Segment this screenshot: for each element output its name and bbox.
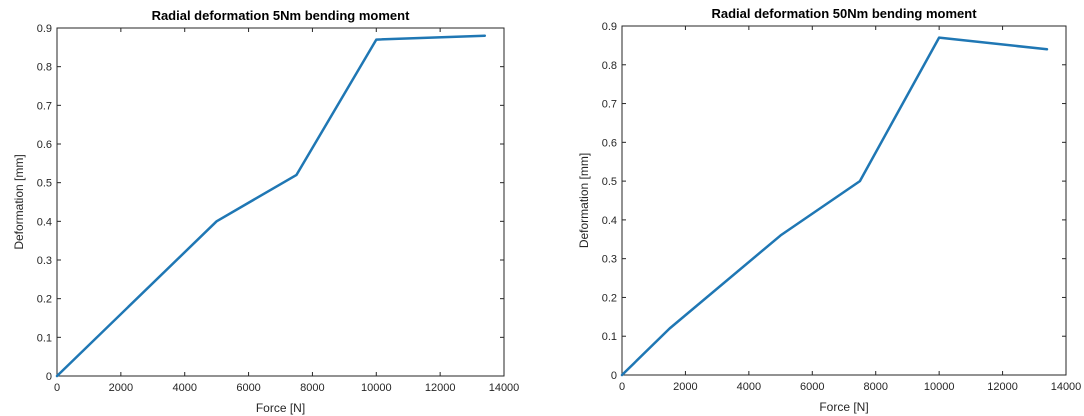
y-tick-label: 0.5 <box>602 176 617 188</box>
chart-left-svg: Radial deformation 5Nm bending moment 0 20… <box>12 8 520 415</box>
y-tick-label: 0.5 <box>37 178 52 190</box>
axes-box <box>621 25 1067 376</box>
y-tick-label: 0.2 <box>37 294 52 306</box>
y-tick-label: 0.3 <box>602 254 617 266</box>
x-tick-label: 2000 <box>673 381 697 393</box>
axes-box <box>56 27 505 377</box>
y-tick-label: 0.1 <box>37 332 52 344</box>
x-tick-label: 0 <box>619 381 625 393</box>
x-tick-label: 0 <box>54 382 60 394</box>
x-tick-label: 6000 <box>800 381 824 393</box>
x-tick-label: 6000 <box>236 382 260 394</box>
chart-title: Radial deformation 50Nm bending moment <box>711 6 977 21</box>
y-tick-label: 0.9 <box>37 23 52 35</box>
y-tick-label: 0.8 <box>602 60 617 72</box>
chart-right: Radial deformation 50Nm bending moment 0 2… <box>566 0 1084 416</box>
x-tick-label: 4000 <box>737 381 761 393</box>
y-tick-label: 0.7 <box>37 100 52 112</box>
x-tick-label: 14000 <box>1051 381 1082 393</box>
x-tick-label: 4000 <box>172 382 196 394</box>
x-tick-label: 12000 <box>425 382 456 394</box>
y-tick-label: 0.2 <box>602 292 617 304</box>
x-axis-label: Force [N] <box>819 400 868 414</box>
x-tick-label: 2000 <box>109 382 133 394</box>
y-tick-label: 0.9 <box>602 21 617 33</box>
y-tick-label: 0.6 <box>37 139 52 151</box>
y-tick-label: 0.8 <box>37 62 52 74</box>
chart-left: Radial deformation 5Nm bending moment 0 20… <box>12 8 520 415</box>
y-tick-label: 0.4 <box>37 216 52 228</box>
x-tick-label: 8000 <box>863 381 887 393</box>
x-tick-label: 10000 <box>361 382 392 394</box>
chart-title: Radial deformation 5Nm bending moment <box>152 8 411 23</box>
y-axis-label: Deformation [mm] <box>577 153 591 248</box>
x-axis-label: Force [N] <box>256 401 305 415</box>
y-tick-label: 0.7 <box>602 99 617 111</box>
y-tick-label: 0.1 <box>602 331 617 343</box>
series-line <box>620 36 1049 377</box>
x-tick-label: 8000 <box>300 382 324 394</box>
x-tick-label: 14000 <box>489 382 520 394</box>
y-tick-label: 0 <box>46 371 52 383</box>
y-axis-label: Deformation [mm] <box>12 154 26 249</box>
x-tick-label: 10000 <box>924 381 955 393</box>
y-tick-label: 0 <box>611 370 617 382</box>
x-tick-label: 12000 <box>987 381 1018 393</box>
y-tick-label: 0.4 <box>602 215 617 227</box>
series-line <box>55 34 487 378</box>
y-tick-label: 0.3 <box>37 255 52 267</box>
y-tick-label: 0.6 <box>602 137 617 149</box>
chart-right-svg: Radial deformation 50Nm bending moment 0 2… <box>577 6 1082 414</box>
